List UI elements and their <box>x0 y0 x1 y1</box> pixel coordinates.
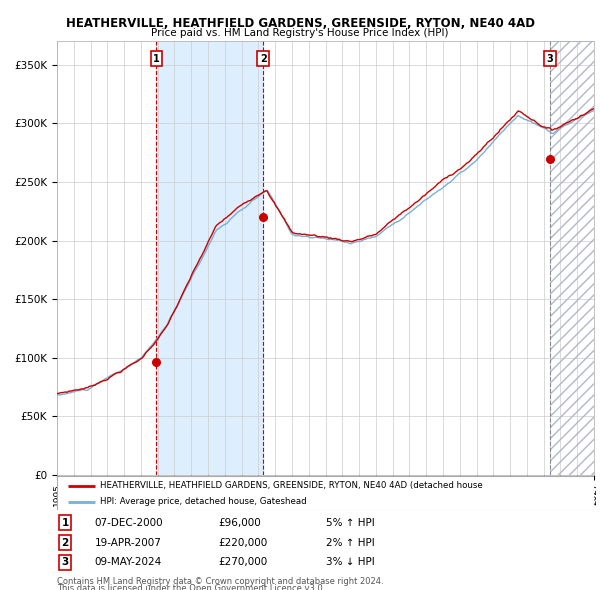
Text: 2% ↑ HPI: 2% ↑ HPI <box>325 537 374 548</box>
Text: £220,000: £220,000 <box>218 537 268 548</box>
Text: 3: 3 <box>547 54 553 64</box>
Text: HEATHERVILLE, HEATHFIELD GARDENS, GREENSIDE, RYTON, NE40 4AD (detached house: HEATHERVILLE, HEATHFIELD GARDENS, GREENS… <box>100 481 483 490</box>
Text: 3% ↓ HPI: 3% ↓ HPI <box>325 558 374 568</box>
Text: 19-APR-2007: 19-APR-2007 <box>95 537 161 548</box>
Text: HEATHERVILLE, HEATHFIELD GARDENS, GREENSIDE, RYTON, NE40 4AD: HEATHERVILLE, HEATHFIELD GARDENS, GREENS… <box>65 17 535 30</box>
Text: This data is licensed under the Open Government Licence v3.0.: This data is licensed under the Open Gov… <box>57 584 325 590</box>
Text: £270,000: £270,000 <box>218 558 268 568</box>
Text: 07-DEC-2000: 07-DEC-2000 <box>95 517 163 527</box>
Text: 3: 3 <box>61 558 68 568</box>
Text: Contains HM Land Registry data © Crown copyright and database right 2024.: Contains HM Land Registry data © Crown c… <box>57 577 383 586</box>
Bar <box>550 41 594 475</box>
Bar <box>550 41 594 475</box>
Text: 09-MAY-2024: 09-MAY-2024 <box>95 558 162 568</box>
Text: HPI: Average price, detached house, Gateshead: HPI: Average price, detached house, Gate… <box>100 497 307 506</box>
Text: 1: 1 <box>61 517 68 527</box>
Text: 1: 1 <box>153 54 160 64</box>
Bar <box>157 41 263 475</box>
Text: 2: 2 <box>260 54 266 64</box>
Text: £96,000: £96,000 <box>218 517 261 527</box>
Text: 2: 2 <box>61 537 68 548</box>
Text: 5% ↑ HPI: 5% ↑ HPI <box>325 517 374 527</box>
Text: Price paid vs. HM Land Registry's House Price Index (HPI): Price paid vs. HM Land Registry's House … <box>151 28 449 38</box>
